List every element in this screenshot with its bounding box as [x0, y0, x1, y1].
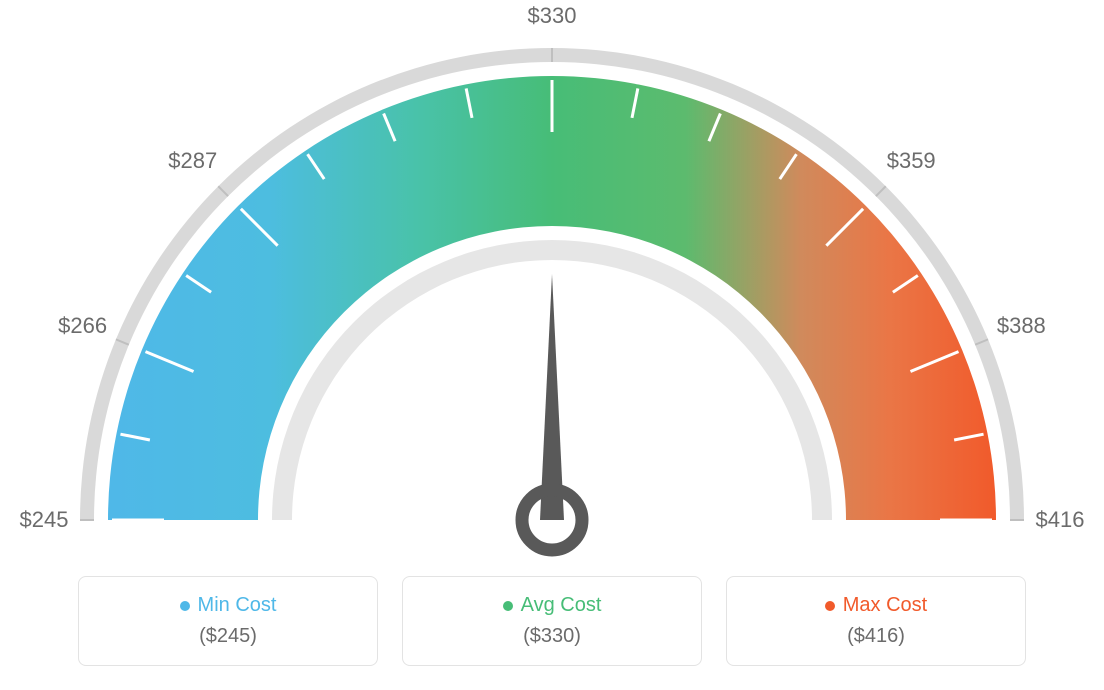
legend-title-text: Avg Cost — [521, 594, 602, 617]
legend-row: Min Cost ($245) Avg Cost ($330) Max Cost ($41… — [78, 576, 1026, 666]
legend-card: Max Cost ($416) — [726, 576, 1026, 666]
legend-dot-icon — [825, 601, 835, 611]
legend-dot-icon — [180, 601, 190, 611]
legend-title-text: Min Cost — [198, 594, 277, 617]
gauge-tick-label: $388 — [997, 313, 1046, 339]
legend-card: Avg Cost ($330) — [402, 576, 702, 666]
gauge-tick-label: $287 — [168, 148, 217, 174]
legend-dot-icon — [503, 601, 513, 611]
gauge-tick-label: $359 — [887, 148, 936, 174]
gauge-tick-label: $266 — [58, 313, 107, 339]
legend-title: Avg Cost — [503, 594, 602, 617]
legend-value: ($330) — [523, 625, 581, 648]
gauge-tick-label: $245 — [20, 507, 69, 533]
legend-value: ($245) — [199, 625, 257, 648]
gauge-needle — [540, 274, 564, 520]
legend-title: Min Cost — [180, 594, 277, 617]
gauge-svg — [0, 0, 1104, 560]
legend-title-text: Max Cost — [843, 594, 927, 617]
legend-title: Max Cost — [825, 594, 927, 617]
gauge-container: $245 $266 $287 $330 $359 $388 $416 — [0, 0, 1104, 560]
legend-value: ($416) — [847, 625, 905, 648]
legend-card: Min Cost ($245) — [78, 576, 378, 666]
gauge-tick-label: $416 — [1036, 507, 1085, 533]
gauge-tick-label: $330 — [528, 3, 577, 29]
